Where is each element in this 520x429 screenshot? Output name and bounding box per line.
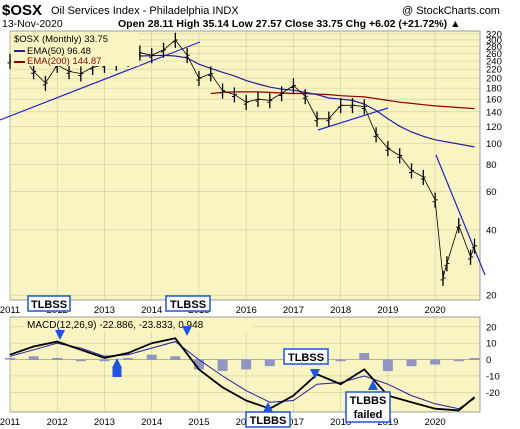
price-x-tick: 2019 [377, 305, 398, 316]
svg-text:TLBSS: TLBSS [288, 352, 324, 364]
ema200-line [210, 91, 475, 110]
price-y-tick: 160 [486, 95, 502, 106]
macd-x-tick: 2020 [425, 417, 446, 428]
macd-y-tick: 20 [486, 322, 497, 333]
macd-y-tick: -10 [486, 371, 500, 382]
price-y-tick: 40 [486, 225, 497, 236]
price-close-line [9, 39, 475, 279]
ema50-line [80, 54, 475, 148]
macd-x-tick: 2017 [283, 417, 304, 428]
macd-x-tick: 2014 [141, 417, 162, 428]
callout-tlbbs-2013 [112, 358, 122, 377]
callout-tlbss-2014: TLBSS [165, 295, 211, 336]
price-x-tick: 2018 [330, 305, 351, 316]
price-y-tick: 140 [486, 107, 502, 118]
price-y-tick: 220 [486, 65, 502, 76]
price-y-tick: 120 [486, 122, 502, 133]
macd-x-tick: 2013 [94, 417, 115, 428]
price-x-tick: 2017 [283, 305, 304, 316]
legend-ema50: EMA(50) 96.48 [27, 46, 91, 57]
legend-monthly: $OSX (Monthly) 33.75 [14, 34, 108, 45]
svg-text:TLBSS: TLBSS [170, 299, 206, 311]
macd-histogram-bar [28, 356, 39, 360]
macd-y-axis: -20 -10 0 10 20 [486, 322, 500, 399]
macd-y-tick: 0 [486, 355, 491, 366]
macd-histogram-bar [123, 357, 134, 360]
macd-label: MACD(12,26,9) -22.886, -23.833, 0.948 [27, 320, 204, 331]
price-y-tick: 200 [486, 74, 502, 85]
price-y-tick: 240 [486, 57, 502, 68]
macd-histogram-bar [335, 359, 346, 362]
price-y-tick: 300 [486, 35, 502, 46]
chart-date: 13-Nov-2020 [2, 18, 63, 30]
trend-line-2018 [317, 107, 389, 131]
macd-histogram-bar [170, 356, 181, 360]
macd-histogram-bar [241, 359, 252, 370]
macd-x-tick: 2015 [188, 417, 209, 428]
macd-y-tick: 10 [486, 339, 497, 350]
price-x-tick: 2016 [236, 305, 257, 316]
macd-histogram-bar [75, 359, 86, 362]
price-x-tick: 2013 [94, 305, 115, 316]
price-panel [9, 30, 481, 301]
macd-x-tick: 2018 [330, 417, 351, 428]
price-y-tick: 260 [486, 49, 502, 60]
svg-text:TLBSS: TLBSS [31, 299, 67, 311]
callout-tlbss-2012: TLBSS [27, 295, 71, 340]
price-y-tick: 280 [486, 42, 502, 53]
price-y-axis: 20 40 60 80 100 120 14016018020022024026028030… [486, 29, 502, 301]
price-y-tick: 60 [486, 187, 497, 198]
macd-histogram-bar [99, 359, 110, 362]
chart-symbol: $OSX [2, 2, 42, 19]
ohlc-readout: Open 28.11 High 35.14 Low 27.57 Close 33… [118, 18, 460, 30]
price-bars [7, 32, 477, 286]
macd-signal-line [9, 341, 475, 410]
price-y-tick: 180 [486, 84, 502, 95]
macd-histogram-bar [217, 359, 228, 372]
macd-x-tick: 2012 [47, 417, 68, 428]
macd-line [9, 337, 476, 412]
svg-text:TLBBS: TLBBS [250, 415, 287, 427]
svg-text:failed: failed [354, 409, 383, 421]
macd-histogram-bar [382, 359, 393, 372]
price-x-tick: 2020 [425, 305, 446, 316]
macd-histogram-bar [146, 354, 157, 360]
callout-tlbbs-2016: TLBBS [245, 402, 291, 428]
price-y-tick: 80 [486, 160, 497, 171]
price-y-tick: 100 [486, 139, 502, 150]
macd-histogram-bar [264, 359, 275, 367]
trend-line-2020 [435, 154, 486, 276]
macd-histogram [5, 349, 480, 372]
macd-histogram-bar [469, 358, 480, 360]
macd-label-box [24, 319, 254, 331]
price-x-tick: 2011 [0, 305, 20, 316]
macd-histogram-bar [430, 359, 441, 365]
macd-histogram-bar [453, 359, 464, 362]
watermark: @ StockCharts.com [402, 5, 500, 17]
macd-x-tick: 2011 [0, 417, 20, 428]
price-y-tick: 320 [486, 29, 502, 40]
svg-text:TLBBS: TLBBS [350, 395, 387, 407]
macd-histogram-bar [359, 353, 370, 360]
macd-histogram-bar [406, 359, 417, 367]
macd-y-tick: -20 [486, 388, 500, 399]
price-y-tick: 20 [486, 291, 497, 302]
chart-name: Oil Services Index - Philadelphia INDX [51, 5, 239, 17]
legend-box [11, 32, 139, 66]
callout-tlbss-2017: TLBSS [283, 348, 329, 379]
legend-ema200: EMA(200) 144.87 [27, 56, 101, 67]
price-x-tick: 2014 [141, 305, 162, 316]
callout-tlbbs-failed-2019: TLBBS failed [345, 380, 391, 423]
macd-histogram-bar [52, 357, 63, 360]
macd-histogram-bar [5, 357, 15, 360]
macd-histogram-bar [193, 359, 204, 370]
